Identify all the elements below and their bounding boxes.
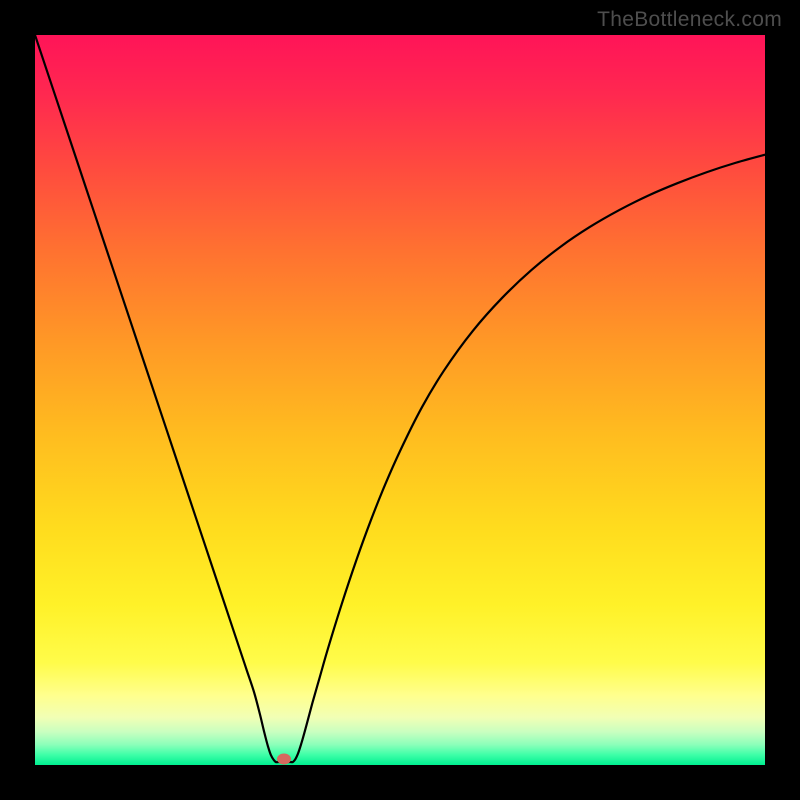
chart-frame: TheBottleneck.com: [0, 0, 800, 800]
optimum-marker: [277, 754, 291, 765]
watermark-text: TheBottleneck.com: [597, 8, 782, 32]
plot-area: [35, 35, 765, 765]
curve-layer: [35, 35, 765, 765]
bottleneck-curve: [35, 35, 765, 762]
